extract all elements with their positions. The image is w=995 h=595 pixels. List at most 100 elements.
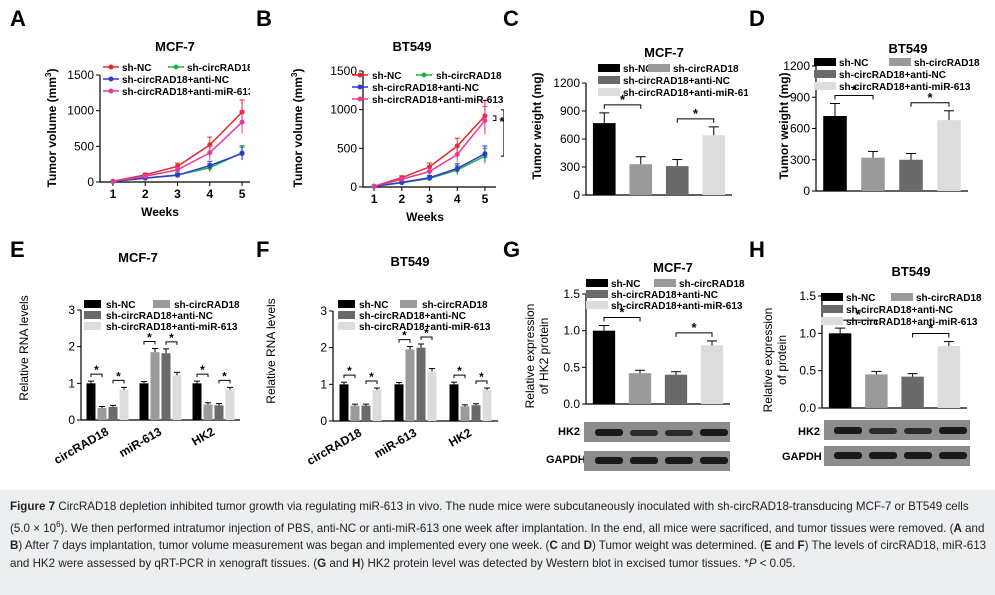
blot-label-gapdh: GAPDH [782, 451, 822, 463]
legend-label: sh-circRAD18+anti-miR-613 [372, 95, 504, 106]
y-tick-label: 1200 [783, 59, 810, 73]
chart-title: MCF-7 [155, 39, 195, 54]
chart-panel-c: MCF-7 Tumor weight (mg) 0 300 600 900 1200 * *… [530, 45, 748, 202]
legend-label: sh-circRAD18 [916, 293, 982, 304]
bar [665, 166, 689, 195]
legend-label: sh-circRAD18+anti-miR-613 [623, 88, 748, 99]
bar [629, 164, 653, 195]
bar [119, 389, 129, 420]
y-tick-label: 0.5 [799, 364, 816, 378]
y-tick-label: 1.5 [799, 289, 816, 303]
sig-bracket [912, 333, 950, 338]
x-tick-label: HK2 [446, 425, 474, 449]
bar [427, 371, 437, 421]
bar [828, 333, 852, 408]
legend-label: sh-NC [372, 71, 401, 82]
bar [350, 405, 360, 421]
western-blot: HK2 GAPDH [546, 422, 730, 471]
sig-star: * [402, 329, 407, 343]
sig-star: * [499, 114, 504, 129]
panel-letter-f: F [256, 237, 270, 262]
legend-marker [357, 96, 363, 102]
y-axis-label-line2: of protein [775, 335, 789, 385]
chart-title: BT549 [390, 254, 429, 269]
sig-star: * [927, 90, 933, 105]
y-tick-label: 2 [68, 340, 75, 354]
legend-label: sh-circRAD18+anti-NC [359, 311, 466, 322]
legend-label: sh-circRAD18 [436, 71, 502, 82]
y-tick-label: 3 [320, 304, 327, 318]
plot-area: 0 300 600 900 1200 * * [783, 59, 968, 198]
sig-bracket [343, 374, 356, 379]
x-tick-label: 4 [206, 187, 213, 201]
blot-band [595, 457, 623, 464]
sig-bracket [196, 373, 209, 378]
legend: sh-NC sh-circRAD18 sh-circRAD18+anti-NC … [598, 64, 748, 99]
x-tick-label: 3 [174, 187, 181, 201]
legend-swatch [586, 279, 608, 287]
sig-star: * [928, 321, 934, 336]
x-tick-label: miR-613 [117, 424, 165, 460]
legend-swatch [338, 322, 355, 330]
chart-title: MCF-7 [653, 260, 693, 275]
legend-label: sh-circRAD18+anti-NC [611, 290, 718, 301]
bar [471, 405, 481, 421]
sig-star: * [369, 370, 374, 384]
chart-panel-f: BT549 Relative RNA levels 0 1 2 3 * * circRAD1… [264, 254, 498, 468]
x-tick-label: 4 [454, 192, 461, 206]
data-point [454, 152, 460, 158]
blot-band [834, 452, 862, 459]
blot-band [939, 452, 967, 459]
blot-band [869, 428, 897, 434]
legend-swatch [814, 82, 836, 90]
y-tick-label: 3 [68, 303, 75, 317]
sig-star: * [116, 369, 121, 383]
panel-letter-a: A [10, 6, 26, 31]
x-tick-label: 2 [398, 192, 405, 206]
bar [861, 157, 885, 191]
legend-label: sh-circRAD18+anti-miR-613 [359, 322, 491, 333]
bar [865, 374, 888, 408]
panel-letter-b: B [256, 6, 272, 31]
chart-title: MCF-7 [644, 45, 684, 60]
blot-band [904, 428, 932, 434]
legend-label: sh-NC [106, 300, 135, 311]
legend-swatch [84, 300, 101, 308]
legend-swatch [821, 305, 843, 313]
legend-swatch [648, 64, 670, 72]
data-point [207, 150, 213, 156]
legend: sh-NC sh-circRAD18 sh-circRAD18+anti-NC … [338, 300, 491, 333]
sig-bracket [675, 332, 713, 337]
y-axis-label: Tumor volume (mm3) [44, 69, 59, 188]
blot-band [939, 427, 967, 434]
bar [449, 384, 459, 421]
legend-swatch [153, 300, 170, 308]
legend-label: sh-NC [122, 63, 151, 74]
data-point [207, 163, 213, 169]
data-point [399, 176, 405, 182]
sig-bracket [475, 380, 488, 384]
legend-label: sh-NC [623, 64, 652, 75]
y-tick-label: 900 [560, 104, 580, 118]
sig-bracket [165, 341, 178, 345]
chart-title: BT549 [392, 39, 431, 54]
y-tick-label: 300 [790, 153, 810, 167]
bar [899, 159, 923, 191]
y-tick-label: 1000 [330, 103, 357, 117]
y-tick-label: 500 [337, 141, 357, 155]
bar [150, 352, 160, 420]
sig-star: * [479, 370, 484, 384]
bar [937, 346, 961, 408]
y-tick-label: 0 [350, 180, 357, 194]
panel-letter-c: C [503, 6, 519, 31]
sig-bracket [492, 115, 497, 121]
sig-bracket [910, 102, 950, 107]
legend-swatch [586, 301, 608, 309]
panel-letter-e: E [10, 237, 25, 262]
caption-figure-label: Figure 7 [10, 500, 56, 513]
blot-strip-hk2 [824, 420, 970, 440]
blot-band [630, 457, 658, 464]
y-axis-label: Relative RNA levels [17, 295, 31, 400]
bar [339, 384, 349, 421]
